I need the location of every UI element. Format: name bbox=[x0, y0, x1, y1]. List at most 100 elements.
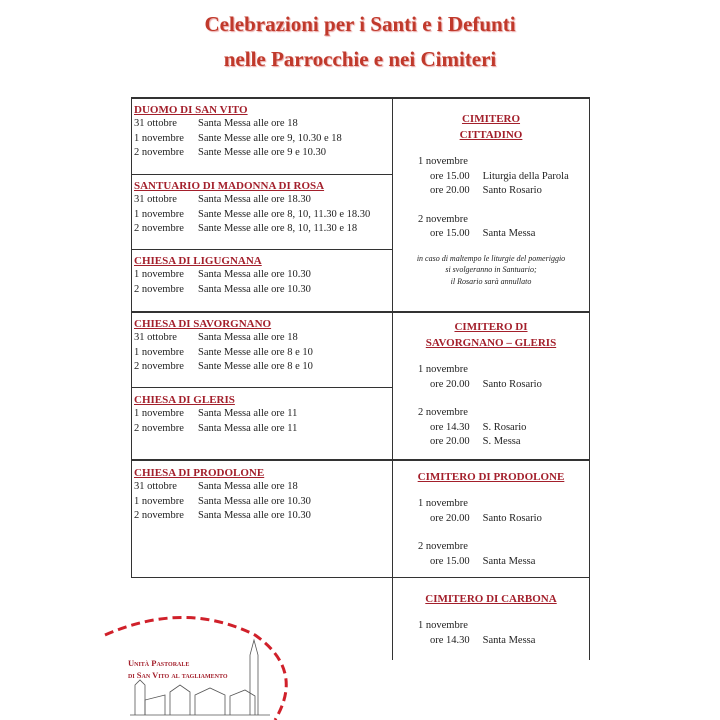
event: S. Rosario bbox=[482, 421, 527, 433]
day-label: 2 novembre bbox=[418, 213, 468, 225]
section-divider bbox=[131, 577, 590, 578]
title-line-2: nelle Parrocchie e nei Cimiteri bbox=[223, 47, 497, 71]
time: ore 20.00 bbox=[430, 185, 470, 197]
logo-line-1: Unità Pastorale bbox=[128, 658, 190, 668]
schedule-row: 1 novembre Sante Messe alle ore 9, 10.30 … bbox=[134, 133, 389, 148]
time: ore 15.00 bbox=[430, 228, 470, 240]
date: 2 novembre bbox=[134, 422, 184, 434]
times: Sante Messe alle ore 8, 10, 11.30 e 18 bbox=[198, 223, 358, 235]
cemetery-name: CIMITERO bbox=[461, 113, 521, 125]
event: S. Messa bbox=[482, 436, 521, 448]
middle-border bbox=[392, 98, 393, 660]
schedule-row: 1 novembre Santa Messa alle ore 10.30 bbox=[134, 496, 389, 511]
parish-block: DUOMO DI SAN VITO 31 ottobre Santa Messa a… bbox=[134, 104, 389, 162]
cemetery-name: CIMITERO DI PRODOLONE bbox=[417, 471, 565, 483]
parish-name: SANTUARIO DI MADONNA DI ROSA bbox=[134, 180, 325, 192]
parish-block: CHIESA DI PRODOLONE 31 ottobre Santa Messa… bbox=[134, 467, 389, 525]
date: 1 novembre bbox=[134, 495, 184, 507]
schedule-row: 2 novembre Sante Messe alle ore 9 e 10.30 bbox=[134, 147, 389, 162]
parish-name: CHIESA DI PRODOLONE bbox=[134, 467, 265, 479]
date: 31 ottobre bbox=[134, 481, 177, 492]
schedule-row: 2 novembre Sante Messe alle ore 8 e 10 bbox=[134, 361, 389, 376]
parish-block: CHIESA DI LIGUGNANA 1 novembre Santa Messa… bbox=[134, 255, 389, 298]
parish-block: CHIESA DI GLERIS 1 novembre Santa Messa al… bbox=[134, 394, 389, 437]
times: Santa Messa alle ore 10.30 bbox=[198, 283, 311, 295]
date: 31 ottobre bbox=[134, 332, 177, 343]
cemetery-name: CIMITERO DI bbox=[454, 321, 528, 333]
times: Sante Messe alle ore 9 e 10.30 bbox=[198, 147, 327, 159]
left-border bbox=[131, 98, 132, 578]
schedule-row: ore 20.00 Santo Rosario bbox=[418, 513, 588, 528]
schedule-row: 31 ottobre Santa Messa alle ore 18 bbox=[134, 118, 389, 133]
day-label: 2 novembre bbox=[418, 541, 468, 553]
date: 2 novembre bbox=[134, 361, 184, 373]
schedule-row: ore 15.00 Santa Messa bbox=[418, 228, 588, 243]
logo-line-2: di San Vito al tagliamento bbox=[128, 670, 228, 680]
day-label: 2 novembre bbox=[418, 407, 468, 419]
event: Santa Messa bbox=[482, 634, 536, 646]
weather-note: in caso di maltempo le liturgie del pome… bbox=[394, 253, 588, 288]
title-line-1: Celebrazioni per i Santi e i Defunti bbox=[204, 12, 516, 36]
section-divider bbox=[131, 459, 590, 461]
note-line: il Rosario sarà annullato bbox=[450, 276, 532, 286]
parish-name: CHIESA DI SAVORGNANO bbox=[134, 318, 272, 330]
cemetery-name: CITTADINO bbox=[459, 129, 523, 141]
date: 2 novembre bbox=[134, 283, 184, 295]
date: 31 ottobre bbox=[134, 118, 177, 129]
date: 31 ottobre bbox=[134, 194, 177, 205]
note-line: si svolgeranno in Santuario; bbox=[445, 265, 537, 275]
schedule-row: 2 novembre Sante Messe alle ore 8, 10, 11… bbox=[134, 223, 389, 238]
schedule-row: ore 15.00 Liturgia della Parola bbox=[418, 171, 588, 186]
cemetery-block: CIMITERO DI SAVORGNANO – GLERIS 1 novembre… bbox=[394, 320, 588, 451]
parish-name: CHIESA DI LIGUGNANA bbox=[134, 255, 262, 267]
divider bbox=[131, 249, 392, 250]
times: Santa Messa alle ore 11 bbox=[198, 422, 298, 434]
cemetery-name: CIMITERO DI CARBONA bbox=[425, 593, 557, 605]
time: ore 20.00 bbox=[430, 436, 470, 448]
time: ore 15.00 bbox=[430, 555, 470, 567]
cemetery-block: CIMITERO DI CARBONA 1 novembre ore 14.30 S… bbox=[394, 592, 588, 649]
schedule-row: ore 15.00 Santa Messa bbox=[418, 556, 588, 571]
divider bbox=[131, 387, 392, 388]
event: Liturgia della Parola bbox=[482, 170, 569, 182]
schedule-row: 1 novembre Santa Messa alle ore 10.30 bbox=[134, 269, 389, 284]
top-border bbox=[131, 97, 590, 99]
cemetery-name: SAVORGNANO – GLERIS bbox=[425, 337, 557, 349]
event: Santo Rosario bbox=[482, 512, 542, 524]
section-divider bbox=[131, 311, 590, 313]
cemetery-block: CIMITERO CITTADINO 1 novembre ore 15.00 Lit… bbox=[394, 112, 588, 287]
date: 1 novembre bbox=[134, 408, 184, 419]
parish-block: CHIESA DI SAVORGNANO 31 ottobre Santa Mess… bbox=[134, 318, 389, 376]
divider bbox=[131, 174, 392, 175]
schedule-row: 1 novembre Sante Messe alle ore 8, 10, 11… bbox=[134, 209, 389, 224]
date: 1 novembre bbox=[134, 132, 184, 144]
times: Santa Messa alle ore 18 bbox=[198, 481, 298, 492]
time: ore 14.30 bbox=[430, 421, 470, 433]
schedule-row: ore 20.00 Santo Rosario bbox=[418, 185, 588, 200]
date: 2 novembre bbox=[134, 510, 184, 522]
day-label: 1 novembre bbox=[418, 498, 468, 509]
schedule-row: 31 ottobre Santa Messa alle ore 18 bbox=[134, 332, 389, 347]
parish-name: CHIESA DI GLERIS bbox=[134, 394, 235, 406]
event: Santa Messa bbox=[482, 228, 536, 240]
times: Santa Messa alle ore 18.30 bbox=[198, 194, 311, 205]
schedule-row: 31 ottobre Santa Messa alle ore 18 bbox=[134, 481, 389, 496]
time: ore 20.00 bbox=[430, 512, 470, 524]
schedule-row: ore 20.00 Santo Rosario bbox=[418, 379, 588, 394]
day-label: 1 novembre bbox=[418, 620, 468, 631]
date: 2 novembre bbox=[134, 147, 184, 159]
times: Santa Messa alle ore 18 bbox=[198, 118, 298, 129]
cemetery-block: CIMITERO DI PRODOLONE 1 novembre ore 20.00… bbox=[394, 470, 588, 570]
date: 1 novembre bbox=[134, 269, 184, 280]
times: Sante Messe alle ore 9, 10.30 e 18 bbox=[198, 132, 342, 144]
schedule-row: ore 20.00 S. Messa bbox=[418, 436, 588, 451]
times: Sante Messe alle ore 8 e 10 bbox=[198, 361, 313, 373]
date: 1 novembre bbox=[134, 346, 184, 358]
schedule-row: 31 ottobre Santa Messa alle ore 18.30 bbox=[134, 194, 389, 209]
event: Santa Messa bbox=[482, 555, 536, 567]
times: Sante Messe alle ore 8, 10, 11.30 e 18.3… bbox=[198, 208, 371, 220]
parish-name: DUOMO DI SAN VITO bbox=[134, 104, 248, 116]
logo-graphic bbox=[104, 616, 288, 720]
note-line: in caso di maltempo le liturgie del pome… bbox=[416, 253, 566, 263]
parish-block: SANTUARIO DI MADONNA DI ROSA 31 ottobre Sa… bbox=[134, 180, 389, 238]
